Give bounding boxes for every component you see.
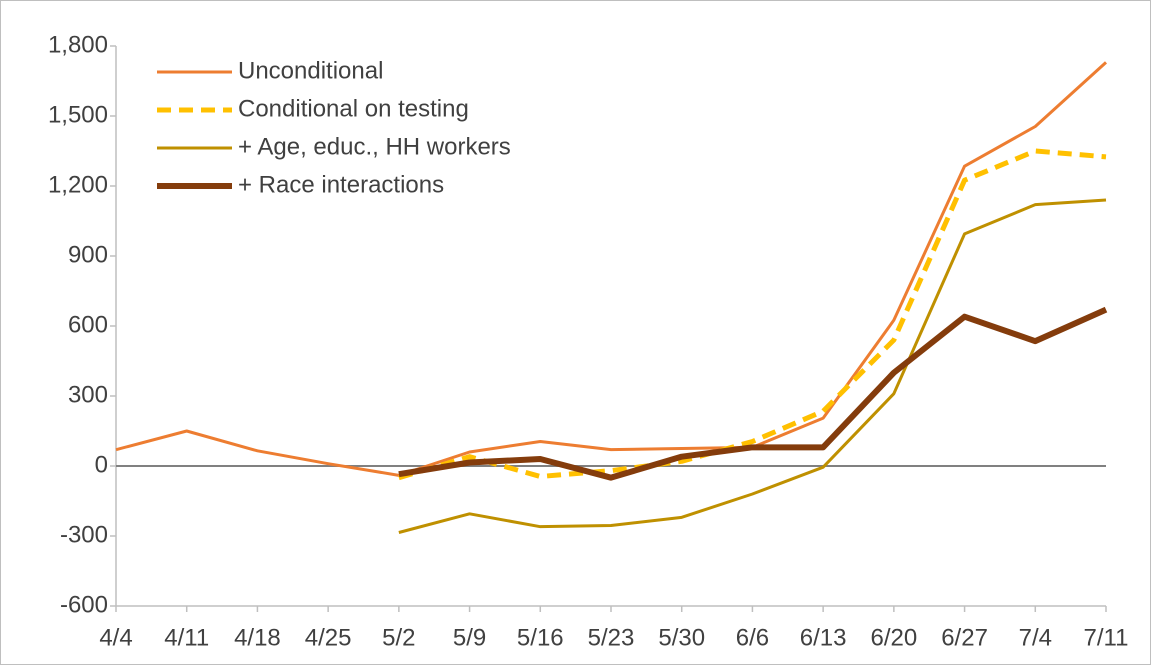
x-tick-label: 6/27 bbox=[941, 624, 988, 651]
x-tick-label: 7/11 bbox=[1084, 624, 1129, 651]
x-tick-label: 5/16 bbox=[517, 624, 564, 651]
x-tick-label: 4/18 bbox=[234, 624, 281, 651]
x-tick-label: 5/2 bbox=[382, 624, 415, 651]
x-tick-label: 5/30 bbox=[658, 624, 705, 651]
legend-label: Unconditional bbox=[238, 57, 383, 84]
y-tick-label: 1,500 bbox=[48, 101, 108, 128]
x-tick-label: 6/6 bbox=[736, 624, 769, 651]
y-tick-label: 900 bbox=[68, 241, 108, 268]
x-tick-label: 6/20 bbox=[870, 624, 917, 651]
y-tick-label: 1,200 bbox=[48, 171, 108, 198]
x-tick-label: 5/23 bbox=[588, 624, 635, 651]
y-tick-label: 300 bbox=[68, 381, 108, 408]
y-tick-label: 0 bbox=[95, 451, 108, 478]
y-tick-label: 1,800 bbox=[48, 31, 108, 58]
x-tick-label: 4/11 bbox=[164, 624, 209, 651]
series-line bbox=[398, 306, 1108, 481]
legend-label: Conditional on testing bbox=[238, 95, 469, 122]
y-tick-label: -600 bbox=[60, 591, 108, 618]
x-tick-label: 7/4 bbox=[1019, 624, 1052, 651]
series-line bbox=[398, 148, 1107, 481]
y-tick-label: -300 bbox=[60, 521, 108, 548]
legend-label: + Race interactions bbox=[238, 171, 444, 198]
y-tick-label: 600 bbox=[68, 311, 108, 338]
series-line bbox=[115, 61, 1108, 477]
x-tick-label: 4/4 bbox=[99, 624, 132, 651]
x-tick-label: 5/9 bbox=[453, 624, 486, 651]
legend-label: + Age, educ., HH workers bbox=[238, 133, 511, 160]
series-line bbox=[398, 198, 1107, 534]
x-tick-label: 4/25 bbox=[305, 624, 352, 651]
x-tick-label: 6/13 bbox=[800, 624, 847, 651]
